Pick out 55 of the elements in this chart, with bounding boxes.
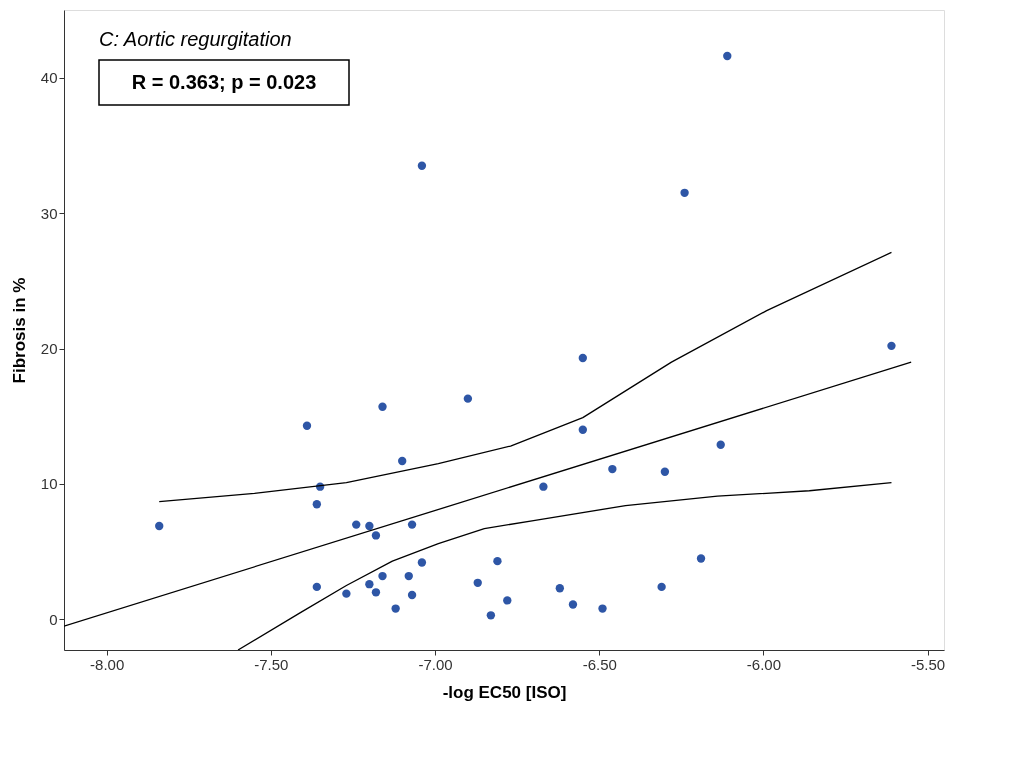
point [486,611,496,620]
point [407,590,417,600]
point [608,464,617,474]
annotation: R = 0.363; p = 0.023 [131,71,317,93]
point [463,394,473,403]
point [578,425,587,434]
point [660,467,670,476]
y-axis-title: Fibrosis in % [9,277,29,384]
point [302,421,312,430]
x-tick-label: -6.00 [746,655,781,673]
x-tick-label: -5.50 [910,655,946,673]
x-tick-label: -6.50 [582,655,617,673]
x-axis-title: -log EC50 [ISO] [442,682,567,702]
x-tick-label: -7.00 [418,655,453,673]
y-tick-label: 40 [40,69,58,87]
point [312,582,322,592]
point [378,402,387,411]
y-tick-label: 0 [49,610,58,628]
x-tick-label: -7.50 [254,655,289,673]
y-tick-label: 10 [40,475,58,493]
annotation: C: Aortic regurgitation [99,28,292,50]
point [493,556,502,566]
line-series [237,481,893,650]
point [404,571,413,581]
point [417,161,427,170]
point [342,589,351,598]
point [657,582,666,592]
point [696,554,706,563]
point [352,520,361,529]
point [539,482,548,491]
point [716,440,725,449]
point [365,521,374,531]
point [417,558,427,567]
point [378,571,387,581]
point [503,596,512,605]
point [887,341,896,351]
point [391,604,400,613]
x-tick-label: -8.00 [90,655,125,673]
line-series [158,251,893,503]
point [155,521,164,531]
point [407,520,417,529]
point [365,580,374,589]
point [723,51,732,61]
point [473,578,482,588]
point [371,588,381,597]
point [555,584,564,593]
point [598,604,607,613]
point [371,531,381,540]
y-tick-label: 20 [40,340,58,358]
point [398,456,407,466]
y-tick-label: 30 [40,204,58,222]
point [312,500,322,509]
point [680,188,689,197]
point [568,600,578,609]
point [578,353,587,363]
